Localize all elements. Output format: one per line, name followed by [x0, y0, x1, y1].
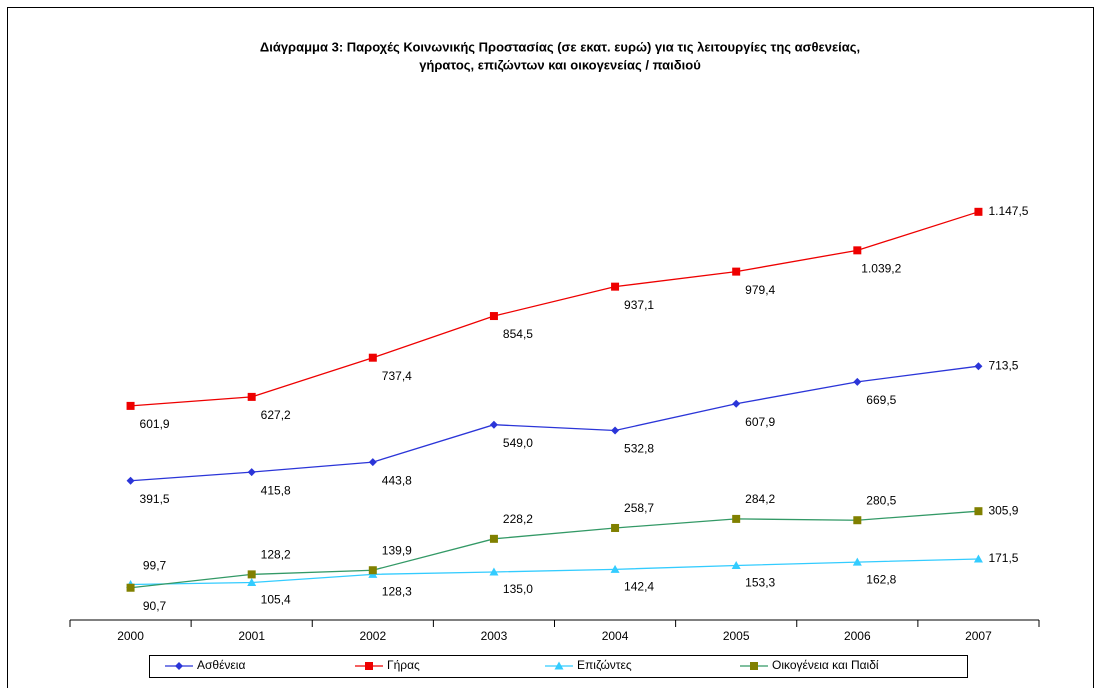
marker: [126, 476, 135, 485]
marker: [126, 401, 135, 410]
marker: [368, 353, 377, 362]
marker: [247, 578, 257, 587]
chart-title: γήρατος, επιζώντων και οικογενείας / παι…: [419, 57, 701, 72]
marker: [974, 207, 983, 216]
chart-title: Διάγραμμα 3: Παροχές Κοινωνικής Προστασί…: [260, 39, 860, 54]
marker: [732, 267, 741, 276]
x-tick-label: 2000: [117, 629, 144, 643]
marker: [368, 458, 377, 467]
marker: [853, 516, 862, 525]
marker: [974, 507, 983, 516]
legend-label: Επιζώντες: [577, 658, 632, 672]
data-label: 532,8: [624, 442, 654, 456]
legend-label: Γήρας: [387, 658, 420, 672]
data-label: 128,2: [261, 548, 291, 562]
data-label: 135,0: [503, 582, 533, 596]
data-label: 391,5: [140, 492, 170, 506]
data-label: 153,3: [745, 576, 775, 590]
data-label: 669,5: [866, 393, 896, 407]
marker: [247, 392, 256, 401]
data-label: 979,4: [745, 283, 775, 297]
marker: [731, 560, 741, 569]
data-label: 305,9: [988, 503, 1018, 517]
marker: [489, 312, 498, 321]
marker: [732, 399, 741, 408]
data-label: 601,9: [140, 417, 170, 431]
x-tick-label: 2001: [238, 629, 265, 643]
data-label: 128,3: [382, 585, 412, 599]
marker: [853, 377, 862, 386]
data-label: 607,9: [745, 415, 775, 429]
data-label: 1.147,5: [988, 204, 1028, 218]
marker: [610, 564, 620, 573]
marker: [974, 362, 983, 371]
legend-marker: [365, 662, 373, 670]
chart-frame: [7, 7, 1094, 688]
data-label: 415,8: [261, 483, 291, 497]
marker: [611, 282, 620, 291]
data-label: 139,9: [382, 543, 412, 557]
data-label: 258,7: [624, 501, 654, 515]
series-line: [130, 510, 979, 589]
marker: [611, 523, 620, 532]
marker: [611, 426, 620, 435]
marker: [368, 566, 377, 575]
marker: [489, 420, 498, 429]
data-label: 280,5: [866, 493, 896, 507]
x-tick-label: 2006: [844, 629, 871, 643]
legend-label: Οικογένεια και Παιδί: [772, 658, 879, 672]
series-line: [130, 211, 979, 407]
data-label: 854,5: [503, 327, 533, 341]
series-line: [130, 365, 979, 482]
data-label: 737,4: [382, 369, 412, 383]
x-tick-label: 2002: [359, 629, 386, 643]
series-line: [130, 558, 979, 586]
data-label: 1.039,2: [861, 262, 901, 276]
legend-marker: [554, 661, 564, 670]
data-label: 171,5: [988, 551, 1018, 565]
x-tick-label: 2007: [965, 629, 992, 643]
legend-marker: [175, 662, 183, 670]
data-label: 549,0: [503, 436, 533, 450]
marker: [489, 567, 499, 576]
data-label: 713,5: [988, 358, 1018, 372]
data-label: 937,1: [624, 298, 654, 312]
data-label: 99,7: [143, 559, 167, 573]
marker: [852, 557, 862, 566]
marker: [247, 468, 256, 477]
data-label: 228,2: [503, 512, 533, 526]
data-label: 627,2: [261, 408, 291, 422]
marker: [489, 534, 498, 543]
data-label: 443,8: [382, 473, 412, 487]
marker: [247, 570, 256, 579]
legend-label: Ασθένεια: [197, 658, 245, 672]
marker: [126, 583, 135, 592]
data-label: 284,2: [745, 492, 775, 506]
marker: [853, 246, 862, 255]
x-tick-label: 2003: [481, 629, 508, 643]
data-label: 142,4: [624, 580, 654, 594]
x-tick-label: 2005: [723, 629, 750, 643]
data-label: 105,4: [261, 593, 291, 607]
marker: [973, 554, 983, 563]
marker: [732, 514, 741, 523]
data-label: 162,8: [866, 572, 896, 586]
legend-marker: [750, 662, 758, 670]
data-label: 90,7: [143, 599, 167, 613]
x-tick-label: 2004: [602, 629, 629, 643]
